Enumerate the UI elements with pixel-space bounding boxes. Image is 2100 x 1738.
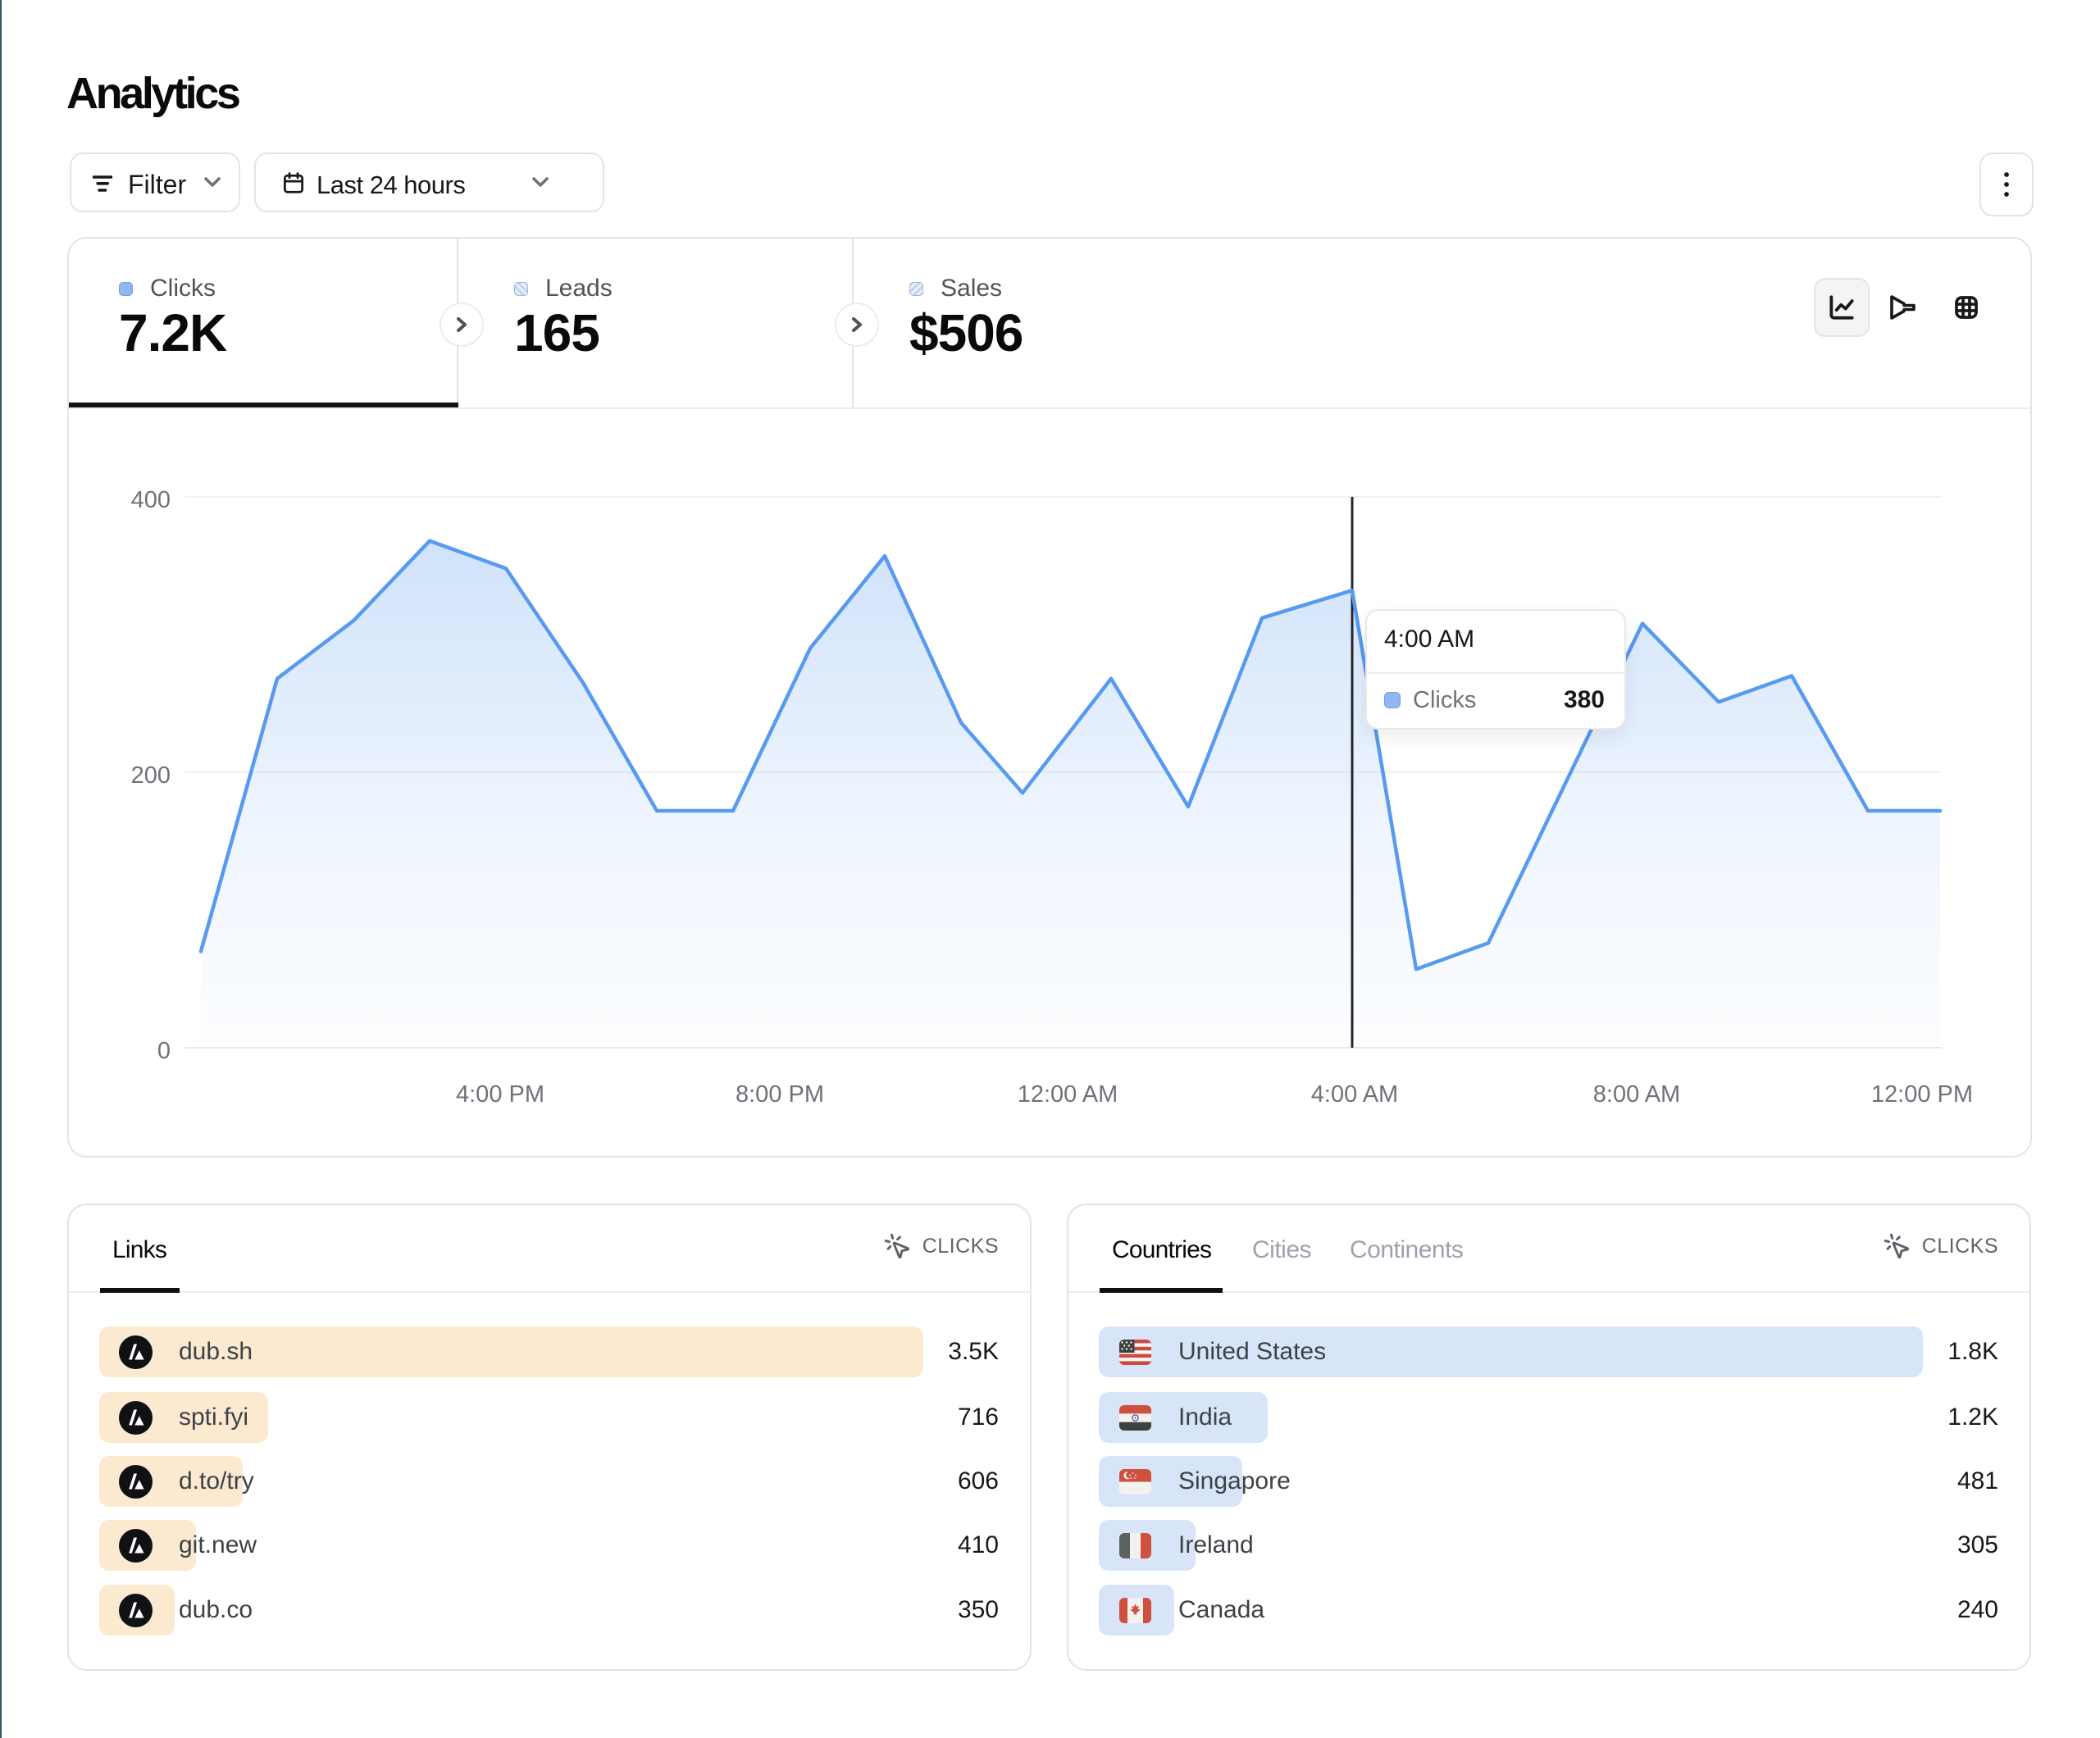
svg-text:4:00 PM: 4:00 PM: [456, 1081, 544, 1108]
svg-text:400: 400: [131, 487, 171, 513]
svg-text:0: 0: [157, 1038, 171, 1064]
svg-text:8:00 AM: 8:00 AM: [1593, 1081, 1680, 1108]
svg-text:8:00 PM: 8:00 PM: [736, 1081, 824, 1108]
svg-text:12:00 AM: 12:00 AM: [1018, 1081, 1118, 1108]
svg-text:12:00 PM: 12:00 PM: [1871, 1081, 1973, 1108]
svg-text:4:00 AM: 4:00 AM: [1311, 1081, 1398, 1108]
svg-text:200: 200: [131, 762, 171, 789]
